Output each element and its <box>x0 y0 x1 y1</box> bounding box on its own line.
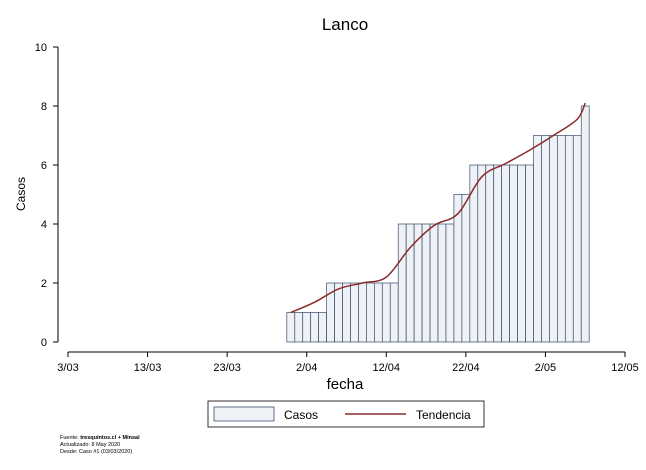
x-tick-label: 2/04 <box>296 362 317 374</box>
bar <box>294 312 304 343</box>
x-tick-label: 12/05 <box>611 362 639 374</box>
bar <box>421 223 431 343</box>
y-tick-label: 8 <box>41 101 47 113</box>
legend-label-tendencia: Tendencia <box>416 408 471 422</box>
y-axis: 0 2 4 6 8 10 <box>35 42 58 349</box>
x-tick-label: 13/03 <box>134 362 162 374</box>
legend-swatch-casos <box>213 406 275 422</box>
bar <box>572 135 582 343</box>
bar <box>541 135 550 343</box>
bar <box>525 164 534 343</box>
bar <box>358 282 367 343</box>
bar <box>302 312 312 343</box>
bar <box>469 164 479 343</box>
x-axis-label: fecha <box>327 376 364 393</box>
x-tick-label: 22/04 <box>452 362 480 374</box>
bar <box>517 164 526 343</box>
y-axis-label: Casos <box>14 177 28 211</box>
bar <box>501 164 510 343</box>
x-tick-label: 12/04 <box>373 362 401 374</box>
bar <box>350 282 359 343</box>
bar <box>533 135 542 343</box>
bar <box>310 312 320 343</box>
bar <box>445 223 455 343</box>
chart-title: Lanco <box>322 15 368 34</box>
bar <box>509 164 518 343</box>
x-axis: 3/03 13/03 23/03 2/04 12/04 22/04 2/05 12/05 <box>57 352 639 374</box>
y-tick-label: 2 <box>41 278 47 290</box>
bar <box>485 164 495 343</box>
legend: Casos Tendencia <box>207 400 485 428</box>
y-tick-label: 0 <box>41 337 47 349</box>
bar <box>477 164 487 343</box>
bar <box>405 223 415 343</box>
bar <box>318 312 327 343</box>
bar <box>564 135 574 343</box>
y-tick-label: 4 <box>41 219 47 231</box>
bars-group <box>286 105 590 343</box>
x-tick-label: 23/03 <box>213 362 241 374</box>
bar <box>342 282 351 343</box>
bar <box>549 135 558 343</box>
bar <box>286 312 296 343</box>
bar <box>397 223 407 343</box>
bar <box>557 135 566 343</box>
legend-label-casos: Casos <box>284 408 318 422</box>
trend-line <box>290 102 586 314</box>
bar <box>580 105 590 343</box>
source-line-3: Desde: Caso #1 (03/03/2020) <box>60 449 133 455</box>
y-tick-label: 6 <box>41 160 47 172</box>
bar <box>381 282 391 343</box>
bar <box>366 282 375 343</box>
trend-group <box>290 102 586 314</box>
source-line-2: Actualizado: 8 May 2020 <box>60 442 121 448</box>
bar <box>334 282 343 343</box>
source-name: tresquintos.cl + Minsal <box>80 435 140 441</box>
source-line-1: Fuente: tresquintos.cl + Minsal <box>60 435 140 441</box>
x-tick-label: 3/03 <box>57 362 78 374</box>
bar <box>461 194 471 343</box>
x-tick-label: 2/05 <box>535 362 556 374</box>
bar <box>389 282 399 343</box>
bar <box>429 223 439 343</box>
source-note: Fuente: tresquintos.cl + Minsal Actualiz… <box>60 435 140 456</box>
y-tick-label: 10 <box>35 42 47 54</box>
bar <box>374 282 383 343</box>
bar <box>493 164 503 343</box>
bar <box>437 223 447 343</box>
